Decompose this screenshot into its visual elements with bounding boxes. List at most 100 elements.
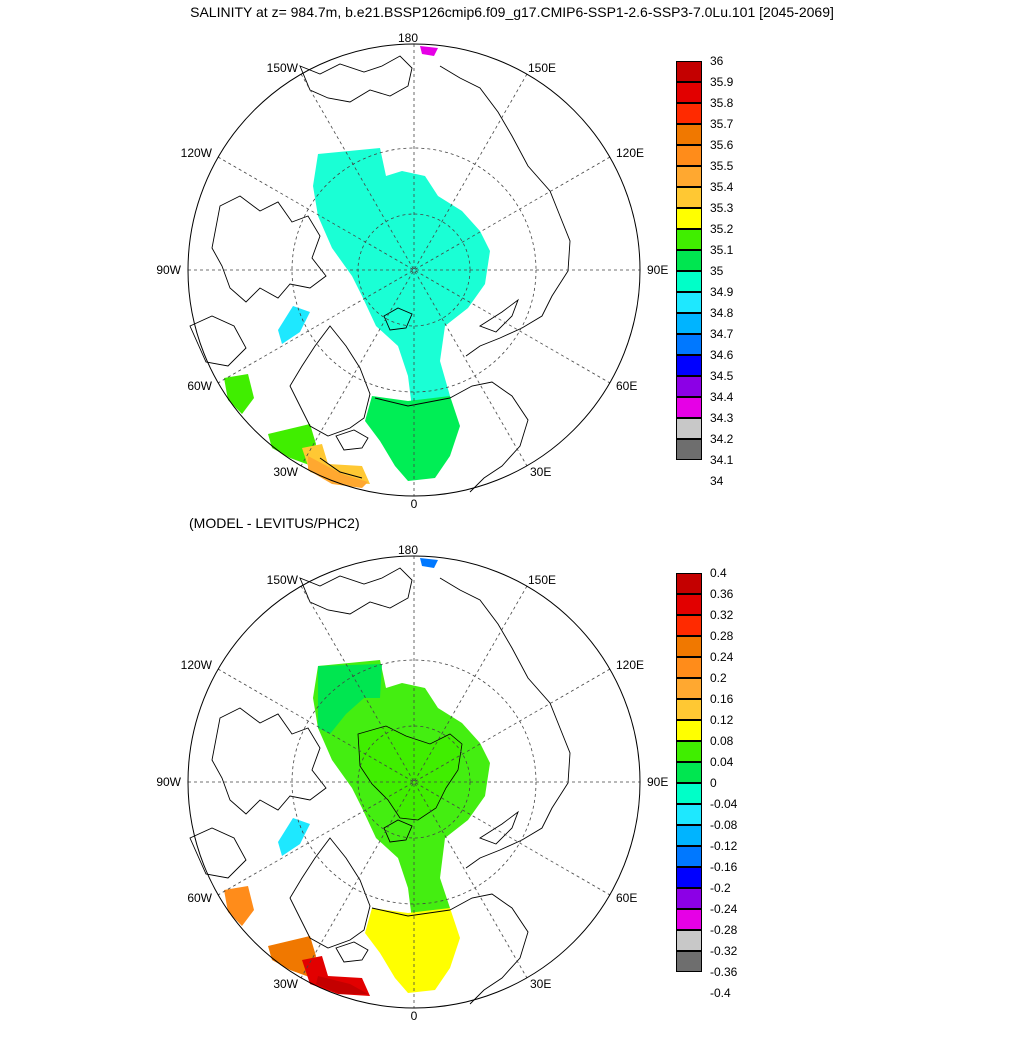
scandinavia-coast [449,381,529,493]
colorbar-label: -0.16 [710,860,738,874]
irminger-sea-field [268,424,316,466]
colorbar-label: 35.9 [710,75,734,89]
salinity-contour-35 [374,397,451,407]
novaya-zemlya-coast [478,298,519,333]
colorbar-box-10 [676,783,702,804]
colorbar-label: 35.8 [710,96,734,110]
siberia-coast [439,577,571,869]
colorbar-box-2 [676,615,702,636]
greenland-coast [289,325,371,437]
colorbar-label: 35.2 [710,222,734,236]
atlantic-deep-red [316,976,368,994]
lon-label-bottom: 0 [411,1009,418,1023]
scandinavia-coast [449,893,529,1005]
colorbar-label: 0.24 [710,650,734,664]
colorbar-box-9 [676,762,702,783]
longitude-labels: 180 0 90W 90E 150W 120W 60W 30W 150E 120… [156,31,668,511]
colorbar-label: 34 [710,474,724,488]
lon-label-60e: 60E [616,891,637,905]
figure-title: SALINITY at z= 984.7m, b.e21.BSSP126cmip… [190,4,834,20]
colorbar-box-10 [676,271,702,292]
alaska-coast [299,55,413,103]
colorbar-box-14 [676,867,702,888]
colorbar-box-0 [676,573,702,594]
colorbar-label: 0.36 [710,587,734,601]
colorbar-label: -0.4 [710,986,731,1000]
colorbar-box-0 [676,61,702,82]
irminger-sea-anomaly [268,936,316,978]
canadian-archipelago-coast [211,195,327,303]
colorbar-box-3 [676,124,702,145]
map-boundary [187,555,641,1009]
baffin-bay-field [278,306,310,344]
alaska-coast [299,567,413,615]
coastlines [189,55,571,493]
lon-label-30w: 30W [273,465,298,479]
siberia-coast [439,65,571,357]
colorbar-label: 34.3 [710,411,734,425]
salinity-polar-map: 180 0 90W 90E 150W 120W 60W 30W 150E 120… [156,31,668,511]
colorbar-label: 34.2 [710,432,734,446]
lon-label-bottom: 0 [411,497,418,511]
lon-label-120e: 120E [616,146,644,160]
colorbar-label: 35.6 [710,138,734,152]
hudson-bay-coast [189,827,247,879]
baffin-bay-anomaly [278,818,310,856]
lon-label-60w: 60W [187,891,212,905]
colorbar-label: 36 [710,54,724,68]
colorbar-label: 35.3 [710,201,734,215]
colorbar-label: 34.9 [710,285,734,299]
hudson-bay-coast [189,315,247,367]
colorbar-box-11 [676,292,702,313]
colorbar-label: 35.7 [710,117,734,131]
anomaly-polar-map: 180 0 90W 90E 150W 120W 60W 30W 150E 120… [156,543,668,1023]
colorbar-box-1 [676,594,702,615]
colorbar-box-1 [676,82,702,103]
labrador-sea-field [224,374,254,414]
lon-label-150w: 150W [267,573,299,587]
colorbar-box-11 [676,804,702,825]
colorbar-label: 0.04 [710,755,734,769]
lon-label-60w: 60W [187,379,212,393]
lon-label-30e: 30E [530,977,551,991]
colorbar-label: -0.04 [710,797,738,811]
colorbar-box-16 [676,909,702,930]
lon-label-150e: 150E [528,61,556,75]
map-boundary [187,43,641,497]
lon-label-30e: 30E [530,465,551,479]
coastlines [189,567,571,1005]
colorbar-label: 34.7 [710,327,734,341]
colorbar-label: 0.32 [710,608,734,622]
colorbar-box-15 [676,888,702,909]
colorbar-label: 0.08 [710,734,734,748]
colorbar-box-18 [676,439,702,460]
colorbar-label: 35.4 [710,180,734,194]
colorbar-label: 0.2 [710,671,727,685]
salinity-field [224,46,490,488]
lon-label-120w: 120W [181,146,213,160]
canadian-archipelago-coast [211,707,327,815]
colorbar-label: -0.08 [710,818,738,832]
colorbar-box-13 [676,334,702,355]
colorbar-box-13 [676,846,702,867]
nordic-seas-field [365,396,460,481]
arctic-green-edge [318,664,382,734]
anomaly-map-panel: 180 0 90W 90E 150W 120W 60W 30W 150E 120… [150,538,690,1038]
colorbar-label: -0.28 [710,923,738,937]
svalbard-coast [383,307,413,331]
colorbar-box-15 [676,376,702,397]
colorbar-box-3 [676,636,702,657]
colorbar-label: 34.8 [710,306,734,320]
colorbar-label: 0.12 [710,713,734,727]
lon-label-left: 90W [156,263,181,277]
colorbar-box-8 [676,229,702,250]
colorbar-label: -0.2 [710,881,731,895]
lon-label-150e: 150E [528,573,556,587]
salinity-contour-35-2 [319,457,363,479]
salinity-map-panel: 180 0 90W 90E 150W 120W 60W 30W 150E 120… [150,26,690,526]
svalbard-coast [383,819,413,843]
lon-label-150w: 150W [267,61,299,75]
colorbar-box-5 [676,678,702,699]
iceland-coast [335,429,369,451]
colorbar-label: 34.4 [710,390,734,404]
